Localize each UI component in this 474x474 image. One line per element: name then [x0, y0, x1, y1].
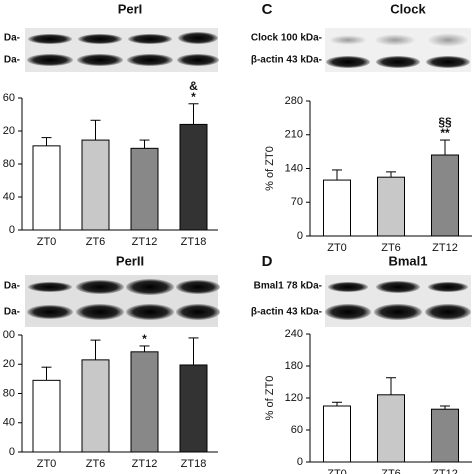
x-tick-label: ZT6 — [381, 242, 401, 254]
bar — [81, 139, 110, 231]
bar — [431, 154, 459, 237]
blot-image — [25, 28, 219, 72]
y-axis-label: % of ZT0 — [264, 376, 276, 421]
blot-label: Bmal1 78 kDa- — [254, 281, 322, 292]
y-tick-label: 40 — [3, 417, 15, 429]
blot-label: β-actin 43 kDa- — [251, 55, 322, 66]
bar — [32, 145, 61, 231]
y-tick-label: 80 — [3, 387, 15, 399]
y-tick-label: 0 — [297, 230, 303, 242]
bar — [323, 405, 351, 463]
y-tick-label: 20 — [3, 358, 15, 370]
y-tick-label: 0 — [9, 224, 15, 236]
y-tick-label: 120 — [285, 392, 303, 404]
significance-label: ** — [440, 126, 450, 140]
bar — [32, 379, 61, 453]
significance-label: & — [189, 79, 198, 93]
chart-title: PerII — [116, 253, 144, 268]
significance-label: §§ — [438, 115, 452, 129]
x-tick-label: ZT0 — [327, 468, 347, 474]
significance-label: * — [142, 332, 147, 346]
y-tick-label: 210 — [285, 129, 303, 141]
x-tick-label: ZT12 — [132, 236, 158, 248]
blot-image — [325, 275, 471, 327]
bar — [377, 394, 405, 463]
chart-title: Clock — [390, 1, 426, 16]
y-tick-label: 280 — [285, 95, 303, 107]
bar — [323, 179, 351, 237]
bar — [179, 123, 208, 231]
y-tick-label: 80 — [3, 158, 15, 170]
blot-label: β-actin 43 kDa- — [251, 307, 322, 318]
x-tick-label: ZT6 — [86, 458, 106, 470]
blot-label: Da- — [4, 55, 20, 66]
blot-image — [25, 275, 220, 327]
y-tick-label: 20 — [3, 125, 15, 137]
y-tick-label: 140 — [285, 162, 303, 174]
bar — [179, 364, 208, 453]
blot-label: Da- — [4, 281, 20, 292]
y-tick-label: 240 — [285, 328, 303, 340]
x-tick-label: ZT0 — [37, 458, 57, 470]
blot-image — [325, 28, 471, 72]
blot-label: Clock 100 kDa- — [251, 33, 322, 44]
y-tick-label: 60 — [3, 92, 15, 104]
chart-title: Bmal1 — [388, 253, 427, 268]
y-tick-label: 40 — [3, 191, 15, 203]
bar — [130, 147, 159, 231]
x-tick-label: ZT0 — [37, 236, 57, 248]
y-tick-label: 60 — [291, 424, 303, 436]
x-tick-label: ZT12 — [132, 458, 158, 470]
y-tick-label: 180 — [285, 360, 303, 372]
bar — [81, 359, 110, 453]
bar — [377, 176, 405, 237]
bar — [130, 351, 159, 453]
chart-title: PerI — [118, 1, 143, 16]
y-tick-label: 70 — [291, 196, 303, 208]
y-tick-label: 0 — [9, 446, 15, 458]
y-tick-label: 00 — [3, 329, 15, 341]
x-tick-label: ZT6 — [381, 468, 401, 474]
x-tick-label: ZT12 — [432, 242, 458, 254]
bar — [431, 408, 459, 463]
x-tick-label: ZT18 — [181, 236, 207, 248]
panel-label: D — [262, 253, 273, 270]
x-tick-label: ZT18 — [181, 458, 207, 470]
y-tick-label: 0 — [297, 456, 303, 468]
blot-label: Da- — [4, 33, 20, 44]
blot-label: Da- — [4, 307, 20, 318]
x-tick-label: ZT0 — [327, 242, 347, 254]
x-tick-label: ZT6 — [86, 236, 106, 248]
y-axis-label: % of ZT0 — [264, 146, 276, 191]
significance-label: * — [191, 90, 196, 104]
x-tick-label: ZT12 — [432, 468, 458, 474]
panel-label: C — [262, 1, 273, 18]
